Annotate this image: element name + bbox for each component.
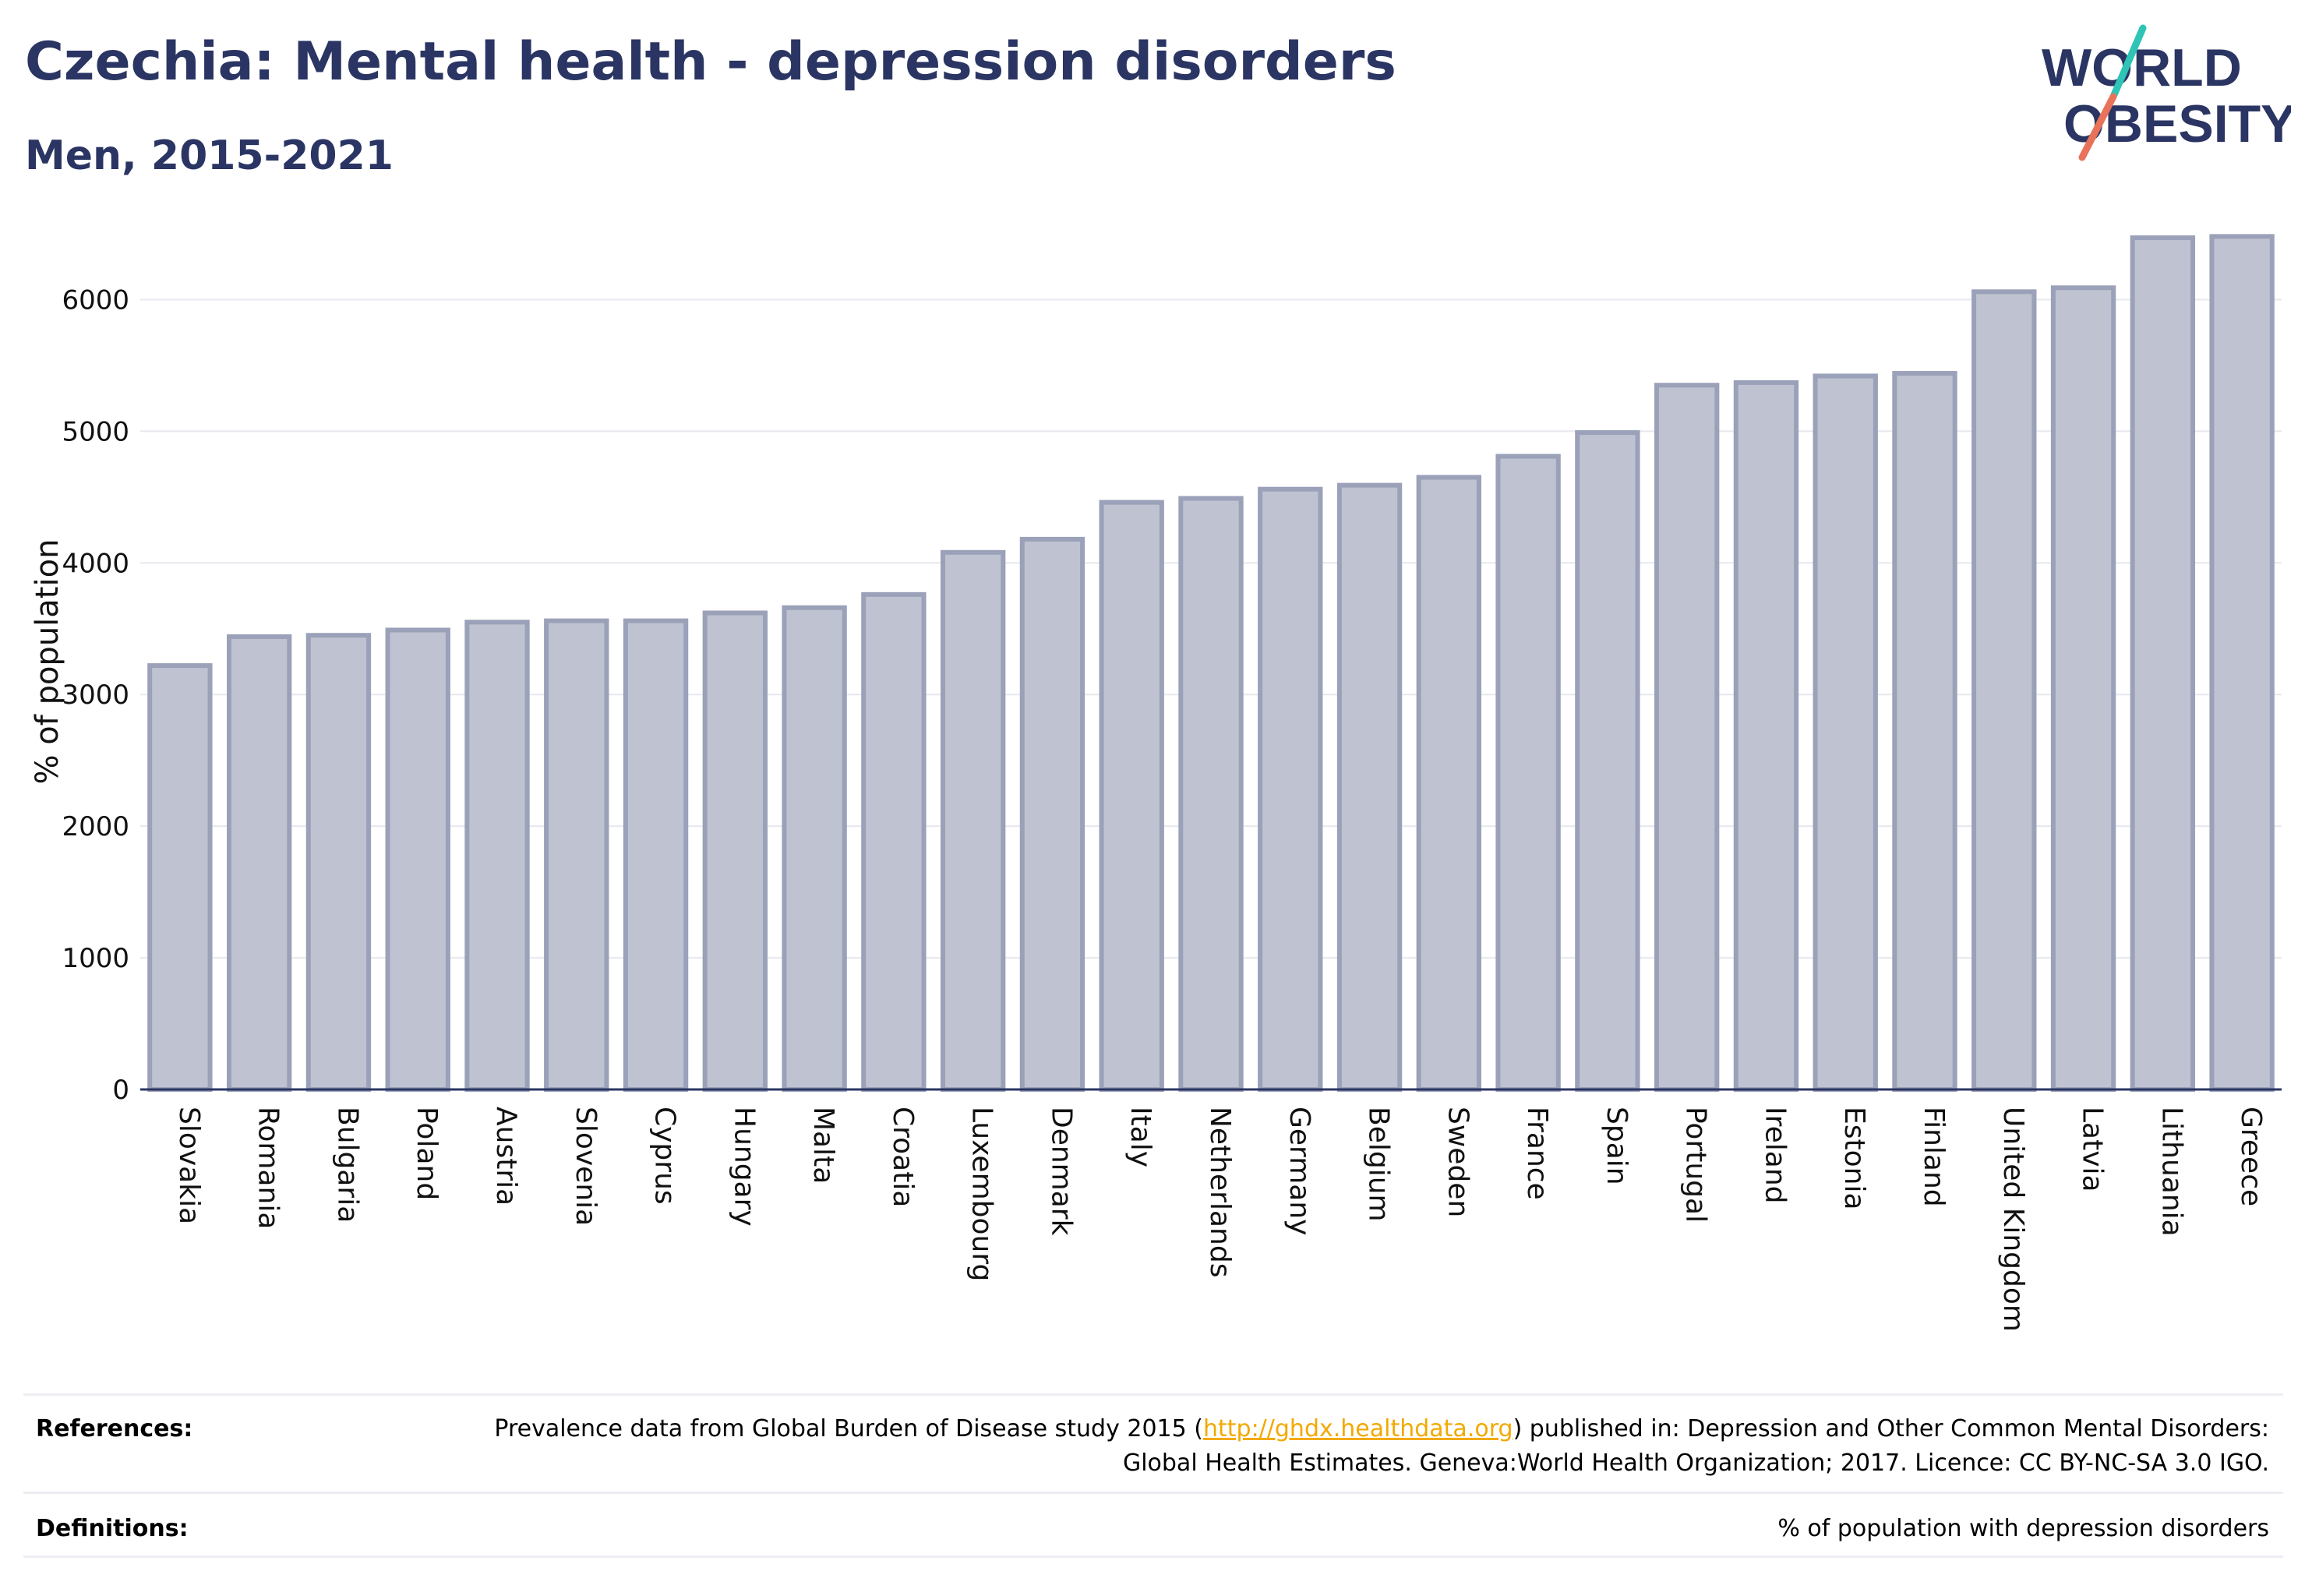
x-tick-label: Belgium	[1363, 1107, 1395, 1222]
bar-bulgaria	[305, 633, 372, 1092]
references-link[interactable]: http://ghdx.healthdata.org	[1202, 1415, 1513, 1442]
x-tick-label: Romania	[252, 1107, 284, 1229]
x-tick-label: Italy	[1124, 1107, 1156, 1167]
y-tick-label: 0	[112, 1075, 129, 1106]
x-tick-label: Luxembourg	[966, 1107, 998, 1281]
bar-italy	[1099, 500, 1164, 1092]
bars	[147, 234, 2275, 1093]
x-axis-ticks: Slovakia Romania Bulgaria Poland Austria Slov…	[173, 1107, 2267, 1332]
world-obesity-logo: WORLD OBESITY	[2042, 24, 2291, 161]
x-tick-label: Latvia	[2077, 1107, 2109, 1192]
bar-slovakia	[147, 663, 213, 1092]
bar-spain	[1575, 430, 1640, 1092]
bar-netherlands	[1178, 496, 1244, 1092]
x-tick-label: France	[1521, 1107, 1553, 1200]
bar-austria	[464, 620, 530, 1092]
y-tick-label: 3000	[62, 680, 129, 711]
bar-finland	[1892, 371, 1957, 1092]
x-tick-label: Spain	[1601, 1107, 1633, 1185]
x-tick-label: Malta	[807, 1107, 839, 1184]
references-label: References:	[36, 1415, 193, 1442]
y-axis-ticks: 0 1000 2000 3000 4000 5000 6000	[62, 284, 129, 1106]
bar-romania	[226, 634, 292, 1092]
bar-hungary	[702, 610, 768, 1092]
x-tick-label: Cyprus	[649, 1107, 681, 1205]
x-tick-label: Finland	[1918, 1107, 1950, 1207]
bar-greece	[2209, 234, 2275, 1093]
references-text-before: Prevalence data from Global Burden of Di…	[494, 1415, 1203, 1442]
x-tick-label: Slovakia	[173, 1107, 205, 1224]
x-tick-label: Estonia	[1838, 1107, 1870, 1210]
bar-sweden	[1416, 475, 1482, 1092]
x-tick-label: Poland	[411, 1107, 443, 1200]
bar-united-kingdom	[1971, 289, 2037, 1092]
x-tick-label: Netherlands	[1204, 1107, 1236, 1277]
bar-poland	[385, 627, 450, 1092]
x-tick-label: Austria	[490, 1107, 522, 1206]
x-tick-label: Slovenia	[570, 1107, 602, 1226]
x-tick-label: Portugal	[1680, 1107, 1712, 1223]
footer-divider-middle	[23, 1492, 2283, 1494]
bar-latvia	[2050, 285, 2116, 1093]
x-tick-label: United Kingdom	[1997, 1107, 2029, 1332]
bar-germany	[1258, 486, 1323, 1092]
definitions-label: Definitions:	[36, 1515, 189, 1542]
x-tick-label: Denmark	[1045, 1107, 1077, 1236]
chart-title: Czechia: Mental health - depression diso…	[25, 31, 1396, 93]
bar-luxembourg	[940, 549, 1006, 1092]
bar-chart: 0 1000 2000 3000 4000 5000 6000 Slovakia Romani…	[30, 234, 2282, 1332]
bar-slovenia	[544, 618, 609, 1092]
x-tick-label: Lithuania	[2155, 1107, 2187, 1237]
bar-malta	[782, 605, 847, 1092]
x-tick-label: Bulgaria	[331, 1107, 363, 1223]
bar-france	[1495, 454, 1561, 1092]
x-tick-label: Hungary	[728, 1107, 760, 1227]
footer-divider-top	[23, 1393, 2283, 1396]
logo-text-world: WORLD	[2042, 38, 2242, 97]
definitions-text: % of population with depression disorder…	[1777, 1515, 2269, 1542]
bar-belgium	[1336, 482, 1403, 1092]
bar-estonia	[1813, 373, 1878, 1092]
bar-ireland	[1733, 380, 1799, 1093]
bar-cyprus	[623, 618, 689, 1092]
bar-lithuania	[2130, 235, 2196, 1092]
x-tick-label: Germany	[1283, 1107, 1315, 1235]
y-tick-label: 4000	[62, 548, 129, 579]
chart-subtitle: Men, 2015-2021	[25, 132, 394, 179]
x-tick-label: Greece	[2235, 1107, 2267, 1206]
footer-divider-bottom	[23, 1555, 2283, 1558]
x-tick-label: Croatia	[887, 1107, 919, 1207]
bar-denmark	[1019, 536, 1085, 1092]
y-tick-label: 2000	[62, 811, 129, 842]
x-tick-label: Sweden	[1442, 1107, 1474, 1217]
bar-croatia	[861, 591, 927, 1092]
y-tick-label: 6000	[62, 284, 129, 316]
x-tick-label: Ireland	[1759, 1107, 1791, 1204]
references-text: Prevalence data from Global Burden of Di…	[477, 1412, 2269, 1481]
y-tick-label: 1000	[62, 943, 129, 974]
references-text-after: ) published in: Depression and Other Com…	[1122, 1415, 2269, 1477]
y-tick-label: 5000	[62, 416, 129, 447]
bar-portugal	[1654, 383, 1720, 1092]
y-axis-label: % of population	[30, 539, 65, 785]
